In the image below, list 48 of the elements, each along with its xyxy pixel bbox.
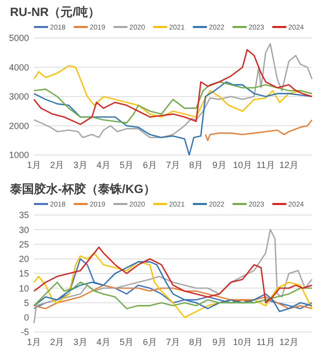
line-series [33, 252, 313, 318]
x-tick-label: 8月 [189, 337, 204, 347]
line-series [33, 81, 313, 156]
line-series [33, 246, 313, 304]
line-series [33, 49, 313, 125]
x-tick-label: 6月 [142, 160, 157, 170]
x-tick-label: 5月 [120, 337, 134, 347]
y-tick-label: 10 [18, 283, 29, 294]
x-tick-label: 12月 [279, 337, 298, 347]
x-tick-label: 12月 [279, 160, 298, 170]
x-tick-label: 2月 [50, 337, 64, 347]
x-tick-label: 3月 [73, 160, 88, 170]
x-tick-label: 10月 [232, 160, 252, 170]
y-tick-label: 2000 [8, 120, 29, 131]
chart-title: RU-NR（元/吨） [10, 5, 100, 19]
x-tick-label: 4月 [96, 337, 111, 347]
x-tick-label: 9月 [212, 337, 226, 347]
x-tick-label: 8月 [189, 160, 204, 170]
x-tick-label: 6月 [142, 337, 157, 347]
x-tick-label: 9月 [212, 160, 226, 170]
y-tick-label: 20 [18, 254, 29, 264]
y-tick-label: 35 [18, 210, 29, 220]
line-series [33, 43, 313, 138]
x-tick-label: 7月 [166, 160, 180, 170]
y-tick-label: 3000 [8, 92, 29, 102]
y-tick-label: 25 [18, 239, 29, 250]
y-tick-label: 4000 [8, 62, 29, 72]
y-tick-label: 15 [18, 268, 29, 279]
y-tick-label: 5000 [8, 33, 29, 44]
y-tick-label: 5 [24, 298, 29, 308]
line-series [33, 81, 313, 124]
x-tick-label: 5月 [120, 160, 134, 170]
x-tick-label: 1月 [26, 337, 42, 347]
x-tick-label: 10月 [232, 337, 252, 347]
chart-title: 泰国胶水-杯胶（泰铢/KG） [9, 182, 156, 196]
line-series [33, 228, 313, 324]
x-tick-label: 4月 [96, 160, 111, 170]
x-tick-label: 11月 [256, 337, 275, 347]
y-tick-label: -5 [20, 327, 29, 338]
x-tick-label: 3月 [73, 337, 88, 347]
x-tick-label: 2月 [50, 160, 64, 170]
x-tick-label: 7月 [166, 337, 180, 347]
y-tick-label: 1000 [8, 150, 29, 160]
line-series [204, 119, 313, 142]
y-tick-label: 30 [18, 224, 29, 235]
y-tick-label: 0 [24, 312, 29, 323]
x-tick-label: 11月 [256, 160, 275, 170]
x-tick-label: 1月 [26, 160, 42, 170]
